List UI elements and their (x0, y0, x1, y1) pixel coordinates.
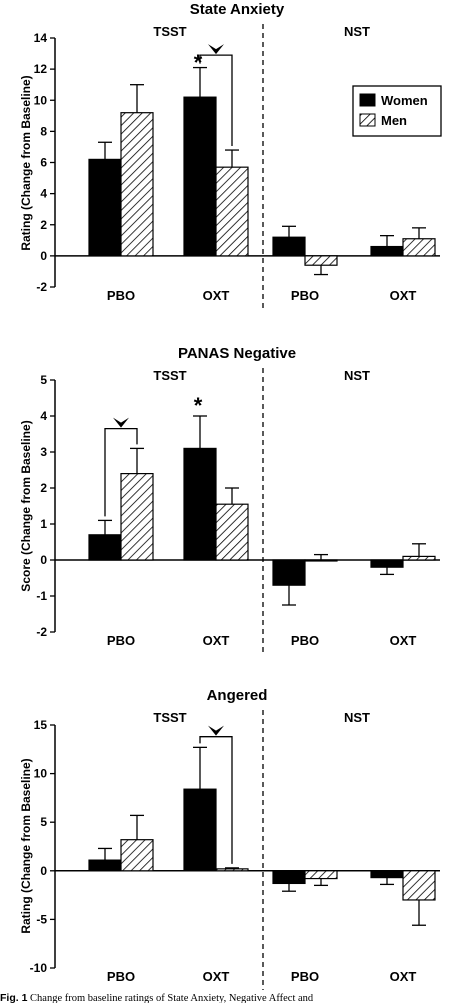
chart-panel-1: State Anxiety TSST NST -2 0 2 4 6 8 10 12 14 Rating … (19, 1, 442, 309)
category-label: PBO (291, 969, 319, 984)
bar-women-pbo (272, 236, 306, 257)
y-tick-label: 1 (40, 517, 47, 531)
y-tick-label: 4 (40, 187, 47, 201)
legend-label: Men (381, 113, 407, 128)
comparison-bracket (104, 427, 138, 517)
bar-men-pbo (304, 255, 338, 266)
category-label: PBO (291, 288, 319, 303)
legend-swatch (359, 93, 376, 107)
y-axis-label: Rating (Change from Baseline) (19, 758, 33, 933)
comparison-bracket (199, 54, 233, 147)
y-tick-label: 2 (40, 481, 47, 495)
arrowhead-marker (208, 725, 224, 736)
figure-caption: Fig. 1 Change from baseline ratings of S… (0, 992, 474, 1003)
y-tick-label: 10 (34, 93, 48, 107)
bar-men-pbo (120, 839, 154, 872)
y-tick-label: 2 (40, 218, 47, 232)
chart-panel-2: PANAS Negative TSST NST -2 -1 0 1 2 3 4 5 Score (Ch… (19, 345, 440, 654)
comparison-bracket (199, 736, 233, 864)
bar-women-oxt (183, 96, 217, 257)
y-tick-label: 15 (34, 718, 48, 732)
condition-label: TSST (153, 368, 186, 383)
chart-panel-3: Angered TSST NST -10 -5 0 5 10 15 Rating (Change … (19, 687, 440, 990)
y-tick-label: 14 (34, 31, 48, 45)
y-tick-label: 5 (40, 815, 47, 829)
y-tick-label: -2 (36, 625, 47, 639)
bar-men-oxt (402, 555, 436, 561)
bar-men-pbo (120, 112, 154, 257)
y-axis-label: Score (Change from Baseline) (19, 420, 33, 591)
category-label: OXT (203, 288, 230, 303)
bar-women-oxt (370, 870, 404, 879)
y-tick-label: 3 (40, 445, 47, 459)
legend: Women Men (352, 85, 442, 137)
bar-women-oxt (370, 559, 404, 568)
bar-men-pbo (304, 559, 338, 562)
arrowhead-marker (113, 417, 129, 428)
y-tick-label: 12 (34, 62, 48, 76)
bar-women-oxt (370, 245, 404, 257)
condition-label: NST (344, 368, 370, 383)
category-label: OXT (390, 969, 417, 984)
bar-women-oxt (183, 447, 217, 561)
y-tick-label: -1 (36, 589, 47, 603)
y-tick-label: -2 (36, 280, 47, 294)
category-label: PBO (107, 288, 135, 303)
y-axis-label: Rating (Change from Baseline) (19, 75, 33, 250)
category-label: OXT (203, 633, 230, 648)
chart-title: Angered (207, 687, 268, 704)
legend-label: Women (381, 93, 428, 108)
y-tick-label: 0 (40, 249, 47, 263)
condition-label: TSST (153, 710, 186, 725)
bar-men-pbo (304, 870, 338, 880)
bar-women-pbo (272, 870, 306, 885)
condition-label: NST (344, 24, 370, 39)
bar-women-pbo (88, 158, 122, 257)
y-tick-label: -10 (30, 961, 48, 975)
chart-title: PANAS Negative (178, 345, 296, 362)
significance-star: * (194, 393, 203, 418)
category-label: OXT (203, 969, 230, 984)
significance-star: * (194, 50, 203, 75)
bar-men-oxt (215, 503, 249, 561)
bar-men-pbo (120, 473, 154, 561)
bar-women-pbo (88, 534, 122, 561)
category-label: PBO (291, 633, 319, 648)
condition-label: NST (344, 710, 370, 725)
category-label: OXT (390, 288, 417, 303)
y-tick-label: 5 (40, 373, 47, 387)
bar-men-oxt (215, 166, 249, 257)
category-label: OXT (390, 633, 417, 648)
bar-women-pbo (272, 559, 306, 586)
bar-men-oxt (402, 238, 436, 257)
y-tick-label: 0 (40, 553, 47, 567)
y-tick-label: 8 (40, 124, 47, 138)
bar-men-oxt (402, 870, 436, 901)
y-tick-label: 6 (40, 156, 47, 170)
y-tick-label: 0 (40, 864, 47, 878)
y-tick-label: 4 (40, 409, 47, 423)
y-tick-label: 10 (34, 767, 48, 781)
arrowhead-marker (208, 44, 224, 55)
chart-title: State Anxiety (190, 1, 285, 18)
bar-men-oxt (215, 868, 249, 872)
bar-women-pbo (88, 859, 122, 872)
category-label: PBO (107, 969, 135, 984)
legend-swatch (359, 113, 376, 127)
condition-label: TSST (153, 24, 186, 39)
y-tick-label: -5 (36, 912, 47, 926)
category-label: PBO (107, 633, 135, 648)
bar-women-oxt (183, 788, 217, 872)
caption-label: Fig. 1 (0, 992, 28, 1003)
caption-text: Change from baseline ratings of State An… (30, 993, 314, 1003)
